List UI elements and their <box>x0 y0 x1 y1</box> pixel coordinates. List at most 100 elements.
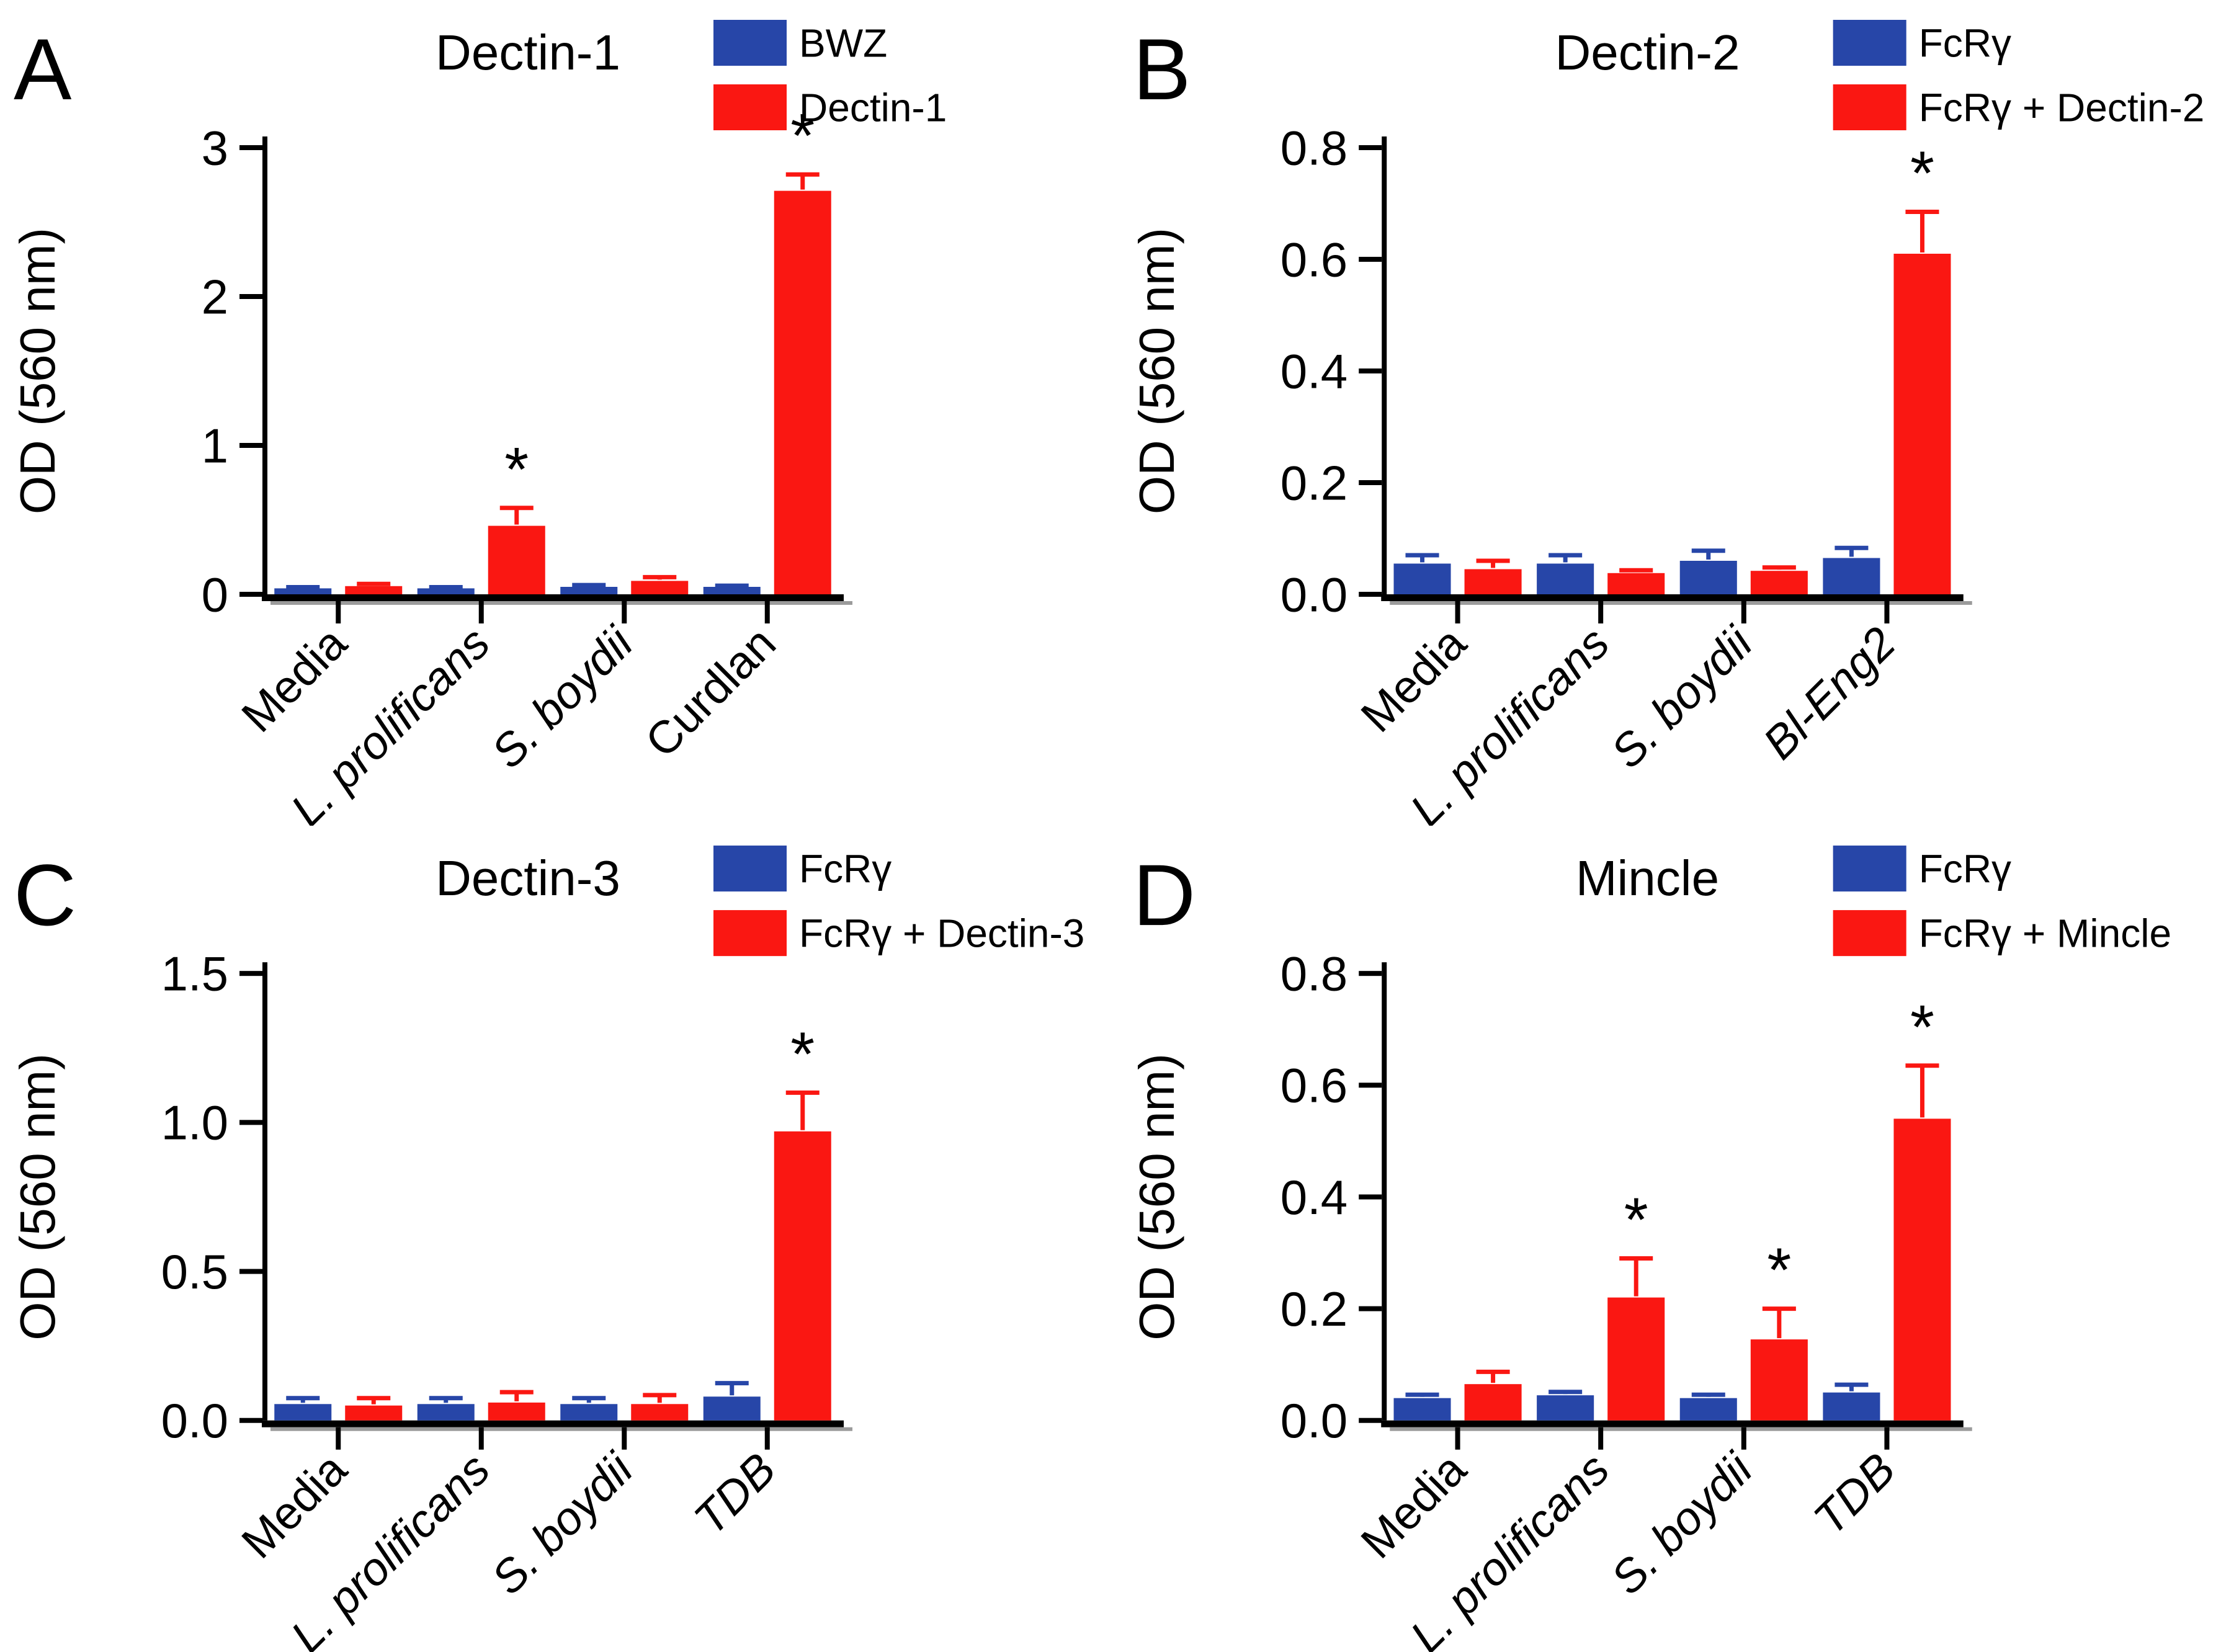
x-tick <box>622 1427 627 1450</box>
y-tick-label: 0.6 <box>1280 1058 1347 1113</box>
y-axis-line <box>262 136 267 594</box>
x-tick <box>1884 1427 1890 1450</box>
legend-label: FcRγ + Mincle <box>1919 911 2171 956</box>
legend-label: FcRγ <box>799 846 892 891</box>
legend-label: FcRγ + Dectin-3 <box>799 911 1084 956</box>
significance-asterisk: * <box>790 1019 815 1089</box>
bar-Dectin-1-S. boydii <box>631 581 689 594</box>
x-category-label: Media <box>1351 617 1477 742</box>
y-axis-line <box>262 962 267 1421</box>
y-tick <box>1359 1418 1382 1423</box>
bar-FcRγ-Media <box>1393 563 1451 594</box>
legend-label: FcRγ + Dectin-2 <box>1919 85 2205 130</box>
y-tick <box>1359 257 1382 262</box>
x-category-label: S. boydii <box>1601 616 1763 778</box>
bar-FcRγ-L. prolificans <box>417 1404 475 1421</box>
y-axis-title: OD (560 nm) <box>1129 1053 1184 1341</box>
y-tick-label: 1 <box>202 418 228 473</box>
legend-label: FcRγ <box>1919 20 2011 65</box>
y-tick <box>1359 145 1382 150</box>
y-tick-label: 2 <box>202 269 228 324</box>
bar-BWZ-Curdlan <box>703 587 761 594</box>
significance-asterisk: * <box>504 435 529 504</box>
x-category-label: S. boydii <box>481 1442 643 1604</box>
bar-FcRγ-S. boydii <box>560 1404 618 1421</box>
x-tick <box>1884 601 1890 623</box>
x-axis-shadow <box>1390 601 1972 605</box>
chart-svg-B: B Dectin-2 OD (560 nm) FcRγ FcRγ + Dectin-2 0… <box>1129 20 2205 826</box>
y-tick-label: 0.0 <box>1280 1393 1347 1448</box>
panel-d-mincle-chart: D Mincle OD (560 nm) FcRγ FcRγ + Mincle 0.0 0.… <box>1119 826 2239 1652</box>
x-tick <box>622 601 627 623</box>
y-tick <box>239 592 262 597</box>
legend-label: Dectin-1 <box>799 85 947 130</box>
panel-b-dectin2-chart: B Dectin-2 OD (560 nm) FcRγ FcRγ + Dectin-2 0… <box>1119 0 2239 826</box>
x-tick <box>764 1427 770 1450</box>
x-tick <box>1455 1427 1460 1450</box>
x-tick <box>478 1427 484 1450</box>
legend-swatch-red <box>713 910 787 957</box>
legend-label: BWZ <box>799 20 887 65</box>
y-tick-label: 0.0 <box>1280 567 1347 622</box>
y-tick-label: 0 <box>202 567 228 622</box>
x-axis-line <box>262 594 844 601</box>
y-tick-label: 1.5 <box>161 946 228 1001</box>
bar-FcRγ-Media <box>1393 1398 1451 1421</box>
y-tick-label: 1.0 <box>161 1096 228 1150</box>
legend-swatch-blue <box>713 20 787 66</box>
x-tick <box>336 1427 341 1450</box>
x-axis-shadow <box>1390 1427 1972 1431</box>
chart-title: Dectin-3 <box>436 851 620 906</box>
panel-letter: C <box>14 846 76 944</box>
y-tick-label: 0.4 <box>1280 1170 1347 1225</box>
y-axis-line <box>1382 962 1387 1421</box>
x-tick <box>1455 601 1460 623</box>
y-tick-label: 3 <box>202 120 228 175</box>
y-tick <box>1359 480 1382 485</box>
x-category-label: Media <box>1351 1443 1477 1568</box>
chart-title: Dectin-2 <box>1555 25 1740 80</box>
legend-swatch-blue <box>1833 846 1906 892</box>
y-tick-label: 0.0 <box>161 1393 228 1448</box>
bar-BWZ-S. boydii <box>560 587 618 594</box>
x-axis-shadow <box>270 601 852 605</box>
x-category-label: S. boydii <box>1601 1442 1763 1604</box>
panel-letter: B <box>1133 20 1191 118</box>
bar-BWZ-Media <box>274 588 332 594</box>
x-tick <box>764 601 770 623</box>
legend-swatch-red <box>1833 910 1906 957</box>
legend-swatch-red <box>1833 84 1906 130</box>
x-tick <box>478 601 484 623</box>
bar-FcRγ + Dectin-3-S. boydii <box>631 1404 689 1421</box>
panel-a-dectin1-chart: A Dectin-1 OD (560 nm) BWZ Dectin-1 0 1 2 3 Media… <box>0 0 1119 826</box>
bar-Dectin-1-Curdlan <box>774 190 831 595</box>
chart-svg-D: D Mincle OD (560 nm) FcRγ FcRγ + Mincle 0.0 0.… <box>1129 846 2171 1652</box>
bar-FcRγ + Dectin-2-Media <box>1464 569 1522 594</box>
significance-asterisk: * <box>1910 993 1934 1062</box>
x-tick <box>1598 1427 1604 1450</box>
y-tick-label: 0.4 <box>1280 344 1347 398</box>
bar-FcRγ-S. boydii <box>1679 561 1737 594</box>
y-tick <box>1359 1306 1382 1311</box>
bar-FcRγ + Mincle-TDB <box>1893 1118 1951 1421</box>
bar-FcRγ + Dectin-3-Media <box>345 1405 403 1421</box>
x-axis-line <box>1381 594 1964 601</box>
bar-FcRγ-Media <box>274 1404 332 1421</box>
y-axis-title: OD (560 nm) <box>10 1053 65 1341</box>
x-category-label: Bl-Eng2 <box>1753 617 1905 769</box>
x-category-label: Media <box>231 617 357 742</box>
bar-FcRγ + Mincle-Media <box>1464 1384 1522 1421</box>
y-tick <box>1359 368 1382 373</box>
legend-label: FcRγ <box>1919 846 2011 891</box>
x-category-label: Media <box>231 1443 357 1568</box>
x-tick <box>1598 601 1604 623</box>
y-tick <box>239 1418 262 1423</box>
chart-svg-A: A Dectin-1 OD (560 nm) BWZ Dectin-1 0 1 2 3 Media… <box>10 20 947 826</box>
bar-FcRγ-S. boydii <box>1679 1398 1737 1421</box>
x-category-label: TDB <box>684 1443 785 1544</box>
bar-FcRγ-L. prolificans <box>1537 563 1594 594</box>
significance-asterisk: * <box>790 101 815 171</box>
bar-FcRγ + Mincle-L. prolificans <box>1607 1297 1665 1421</box>
y-tick <box>239 145 262 150</box>
